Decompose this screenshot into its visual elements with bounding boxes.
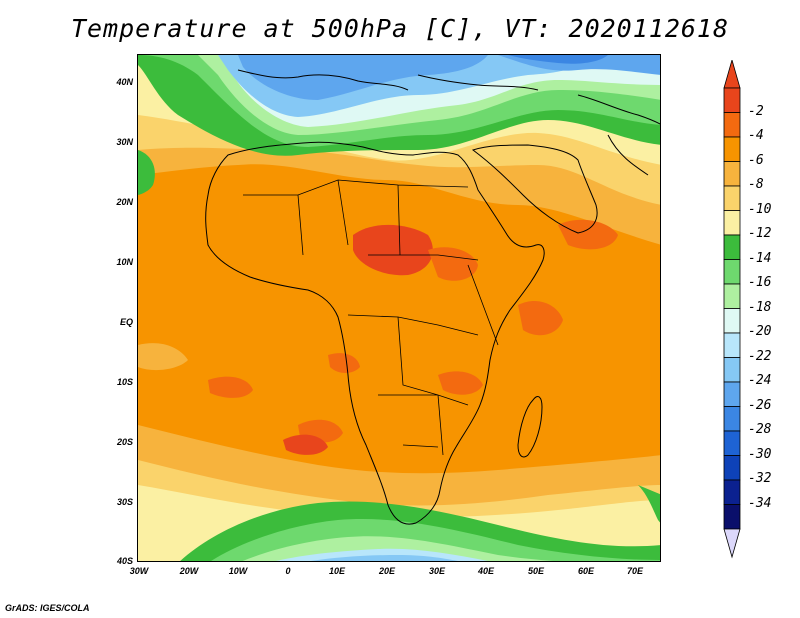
lon-label: 20W (179, 566, 199, 576)
colorbar (723, 60, 741, 559)
colorbar-segment (723, 185, 741, 211)
colorbar-label: -24 (748, 373, 772, 388)
colorbar-segment (723, 332, 741, 358)
colorbar-segment (723, 455, 741, 481)
colorbar-label: -22 (748, 348, 772, 364)
colorbar-label: -28 (748, 422, 772, 437)
colorbar-segment (723, 430, 741, 456)
lon-label: 70E (626, 566, 643, 576)
colorbar-label: -20 (748, 324, 772, 339)
colorbar-segment (723, 504, 741, 530)
africa-coastline (205, 141, 545, 525)
colorbar-segment (723, 406, 741, 432)
lon-label: 20E (378, 566, 395, 576)
lat-label: 10S (116, 377, 133, 387)
colorbar-label: -4 (748, 128, 764, 143)
colorbar-label: -6 (748, 152, 764, 168)
lat-label: 40N (116, 77, 133, 87)
lat-label: 20S (116, 437, 133, 447)
colorbar-label: -26 (748, 397, 772, 413)
lon-label: 10E (328, 566, 345, 576)
colorbar-label: -30 (748, 446, 772, 462)
footer-credit: GrADS: IGES/COLA (5, 603, 90, 613)
colorbar-label: -14 (748, 250, 772, 266)
colorbar-segment (723, 87, 741, 113)
colorbar-label: -18 (748, 299, 772, 315)
colorbar-segment (723, 308, 741, 334)
lon-label: 50E (527, 566, 544, 576)
colorbar-segment (723, 234, 741, 260)
colorbar-label: -16 (748, 275, 772, 290)
lon-label: 30E (428, 566, 445, 576)
lat-label: EQ (119, 317, 133, 327)
colorbar-segment (723, 259, 741, 285)
lon-label: 30W (129, 566, 149, 576)
colorbar-label: -34 (748, 495, 772, 511)
colorbar-segment (723, 210, 741, 236)
map-title: Temperature at 500hPa [C], VT: 202011261… (70, 14, 730, 43)
lon-label: 40E (477, 566, 494, 576)
lon-label: 60E (577, 566, 594, 576)
hot-patch-sahel (353, 224, 433, 276)
colorbar-label: -32 (748, 471, 772, 486)
colorbar-label: -10 (748, 201, 772, 217)
colorbar-label: -2 (748, 103, 764, 119)
temperature-field (138, 55, 660, 561)
colorbar-segment (723, 479, 741, 505)
colorbar-label: -12 (748, 226, 772, 241)
temperature-map (137, 54, 661, 562)
lon-label: 0 (285, 566, 291, 576)
lat-label: 20N (116, 197, 133, 207)
lat-label: 30N (116, 137, 133, 147)
colorbar-segment (723, 112, 741, 138)
colorbar-segment (723, 161, 741, 187)
lat-label: 40S (116, 556, 133, 566)
colorbar-bottom-triangle (723, 528, 741, 559)
lon-label: 10W (228, 566, 248, 576)
colorbar-label: -8 (748, 177, 764, 192)
colorbar-segment (723, 357, 741, 383)
lat-label: 10N (116, 257, 133, 267)
lat-label: 30S (116, 497, 133, 507)
colorbar-segment (723, 136, 741, 162)
colorbar-top-triangle (723, 60, 741, 89)
colorbar-segment (723, 283, 741, 309)
colorbar-segment (723, 381, 741, 407)
